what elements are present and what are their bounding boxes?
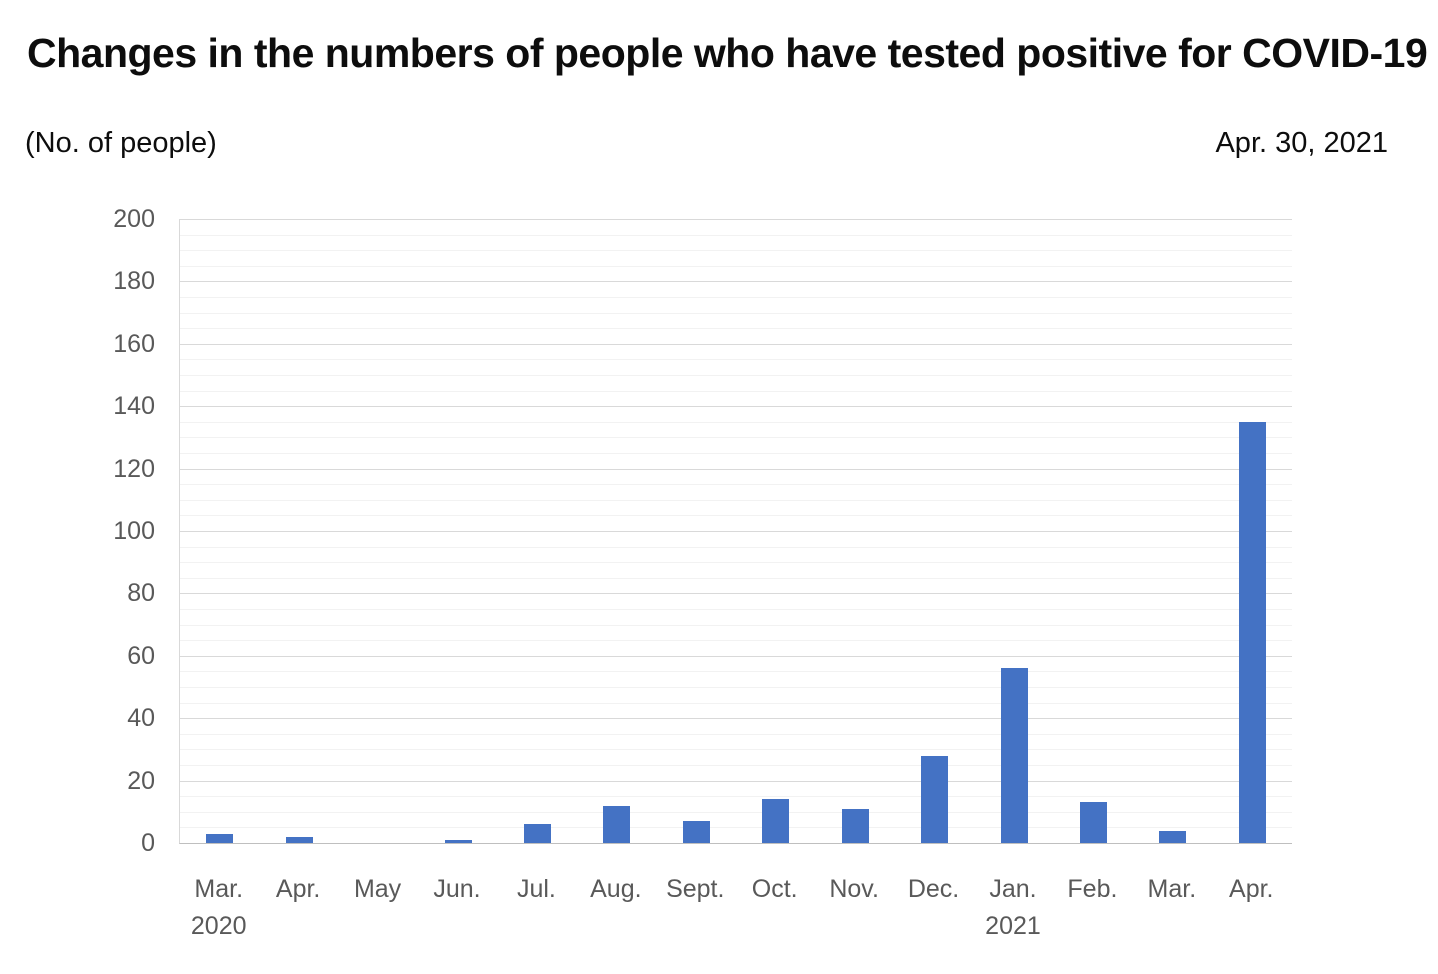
bar-feb	[1079, 802, 1107, 843]
gridline-minor	[180, 765, 1292, 766]
gridline-major	[180, 343, 1292, 345]
x-tick-year: 2021	[985, 912, 1041, 940]
y-tick-label-120: 120	[113, 454, 155, 483]
bar-mar-2020	[206, 833, 234, 843]
gridline-major	[180, 281, 1292, 283]
x-tick-label-feb: Feb.	[1053, 874, 1132, 904]
x-tick-month: Apr.	[275, 875, 321, 903]
x-tick-month: Oct.	[751, 875, 798, 903]
gridline-minor	[180, 562, 1292, 564]
gridline-minor	[180, 749, 1292, 751]
bar-oct	[762, 799, 790, 843]
y-tick-label-80: 80	[127, 579, 155, 608]
x-tick-month: Nov.	[829, 875, 879, 903]
x-tick-label-sept: Sept.	[656, 874, 735, 904]
x-tick-label-jun: Jun.	[417, 874, 496, 904]
gridline-minor	[180, 437, 1292, 439]
bar-jul	[523, 824, 551, 843]
x-tick-month: Apr.	[1229, 875, 1274, 903]
x-tick-label-mar: Mar.	[1132, 874, 1211, 904]
gridline-major	[180, 780, 1292, 782]
x-tick-month: Feb.	[1067, 875, 1118, 903]
gridline-minor	[180, 671, 1292, 673]
gridline-minor	[180, 234, 1292, 236]
bar-jun	[444, 839, 472, 843]
x-tick-month: Sept.	[666, 875, 725, 903]
gridline-minor	[180, 640, 1292, 642]
x-tick-month: Jul.	[516, 875, 556, 903]
bar-apr	[1238, 421, 1266, 843]
y-tick-label-40: 40	[127, 704, 155, 733]
gridline-minor	[180, 827, 1292, 829]
gridline-minor	[180, 811, 1292, 813]
y-tick-label-140: 140	[113, 392, 155, 421]
chart-date-label: Apr. 30, 2021	[1215, 127, 1388, 159]
x-tick-label-apr: Apr.	[1212, 874, 1291, 904]
plot-area	[179, 219, 1292, 844]
x-tick-label-apr: Apr.	[258, 874, 337, 904]
gridline-minor	[180, 546, 1292, 548]
x-tick-month: Dec.	[907, 875, 960, 903]
y-tick-label-60: 60	[127, 641, 155, 670]
gridline-minor	[180, 265, 1292, 267]
gridline-major	[180, 531, 1292, 532]
gridline-minor	[180, 375, 1292, 376]
y-tick-label-0: 0	[141, 829, 155, 857]
y-axis-unit-label: (No. of people)	[25, 127, 217, 159]
x-tick-label-oct: Oct.	[735, 874, 814, 904]
x-tick-label-jan-2021: Jan. 2021	[973, 874, 1052, 941]
x-tick-label-dec: Dec.	[894, 874, 973, 904]
x-tick-label-mar-2020: Mar. 2020	[179, 874, 258, 941]
x-tick-month: Jun.	[433, 875, 481, 903]
gridline-minor	[180, 359, 1292, 361]
gridline-major	[180, 219, 1292, 220]
gridline-major	[180, 655, 1292, 657]
gridline-minor	[180, 515, 1292, 517]
y-tick-label-180: 180	[113, 267, 155, 296]
bar-sept	[682, 821, 710, 843]
x-tick-month: Jan.	[989, 875, 1037, 903]
gridline-minor	[180, 624, 1292, 626]
gridline-major	[180, 406, 1292, 408]
x-tick-month: Mar.	[194, 875, 244, 903]
x-tick-label-aug: Aug.	[576, 874, 655, 904]
gridline-minor	[180, 796, 1292, 798]
bar-dec	[921, 755, 949, 843]
gridline-minor	[180, 297, 1292, 298]
y-tick-label-100: 100	[113, 517, 155, 545]
chart-title: Changes in the numbers of people who hav…	[27, 30, 1428, 76]
gridline-minor	[180, 421, 1292, 423]
gridline-minor	[180, 733, 1292, 735]
x-tick-label-may: May	[338, 874, 417, 904]
gridline-minor	[180, 390, 1292, 392]
y-tick-label-20: 20	[127, 766, 155, 795]
bar-apr	[285, 836, 313, 843]
gridline-minor	[180, 687, 1292, 688]
gridline-major	[180, 718, 1292, 720]
gridline-minor	[180, 484, 1292, 486]
x-tick-label-jul: Jul.	[497, 874, 576, 904]
x-tick-month: Mar.	[1147, 875, 1197, 903]
y-tick-label-160: 160	[113, 329, 155, 358]
y-tick-label-200: 200	[113, 205, 155, 233]
gridline-minor	[180, 577, 1292, 579]
x-tick-year: 2020	[190, 912, 247, 940]
gridline-minor	[180, 312, 1292, 314]
gridline-minor	[180, 453, 1292, 454]
gridline-minor	[180, 250, 1292, 252]
bar-jan-2021	[1000, 668, 1028, 843]
gridline-minor	[180, 499, 1292, 501]
x-tick-month: May	[353, 875, 402, 903]
gridline-minor	[180, 609, 1292, 610]
gridline-minor	[180, 702, 1292, 704]
bar-nov	[841, 808, 869, 843]
bar-aug	[603, 805, 631, 843]
bar-mar	[1159, 830, 1187, 843]
x-tick-month: Aug.	[590, 875, 642, 903]
gridline-major	[180, 468, 1292, 470]
x-tick-label-nov: Nov.	[814, 874, 893, 904]
gridline-minor	[180, 328, 1292, 330]
gridline-major	[180, 593, 1292, 595]
